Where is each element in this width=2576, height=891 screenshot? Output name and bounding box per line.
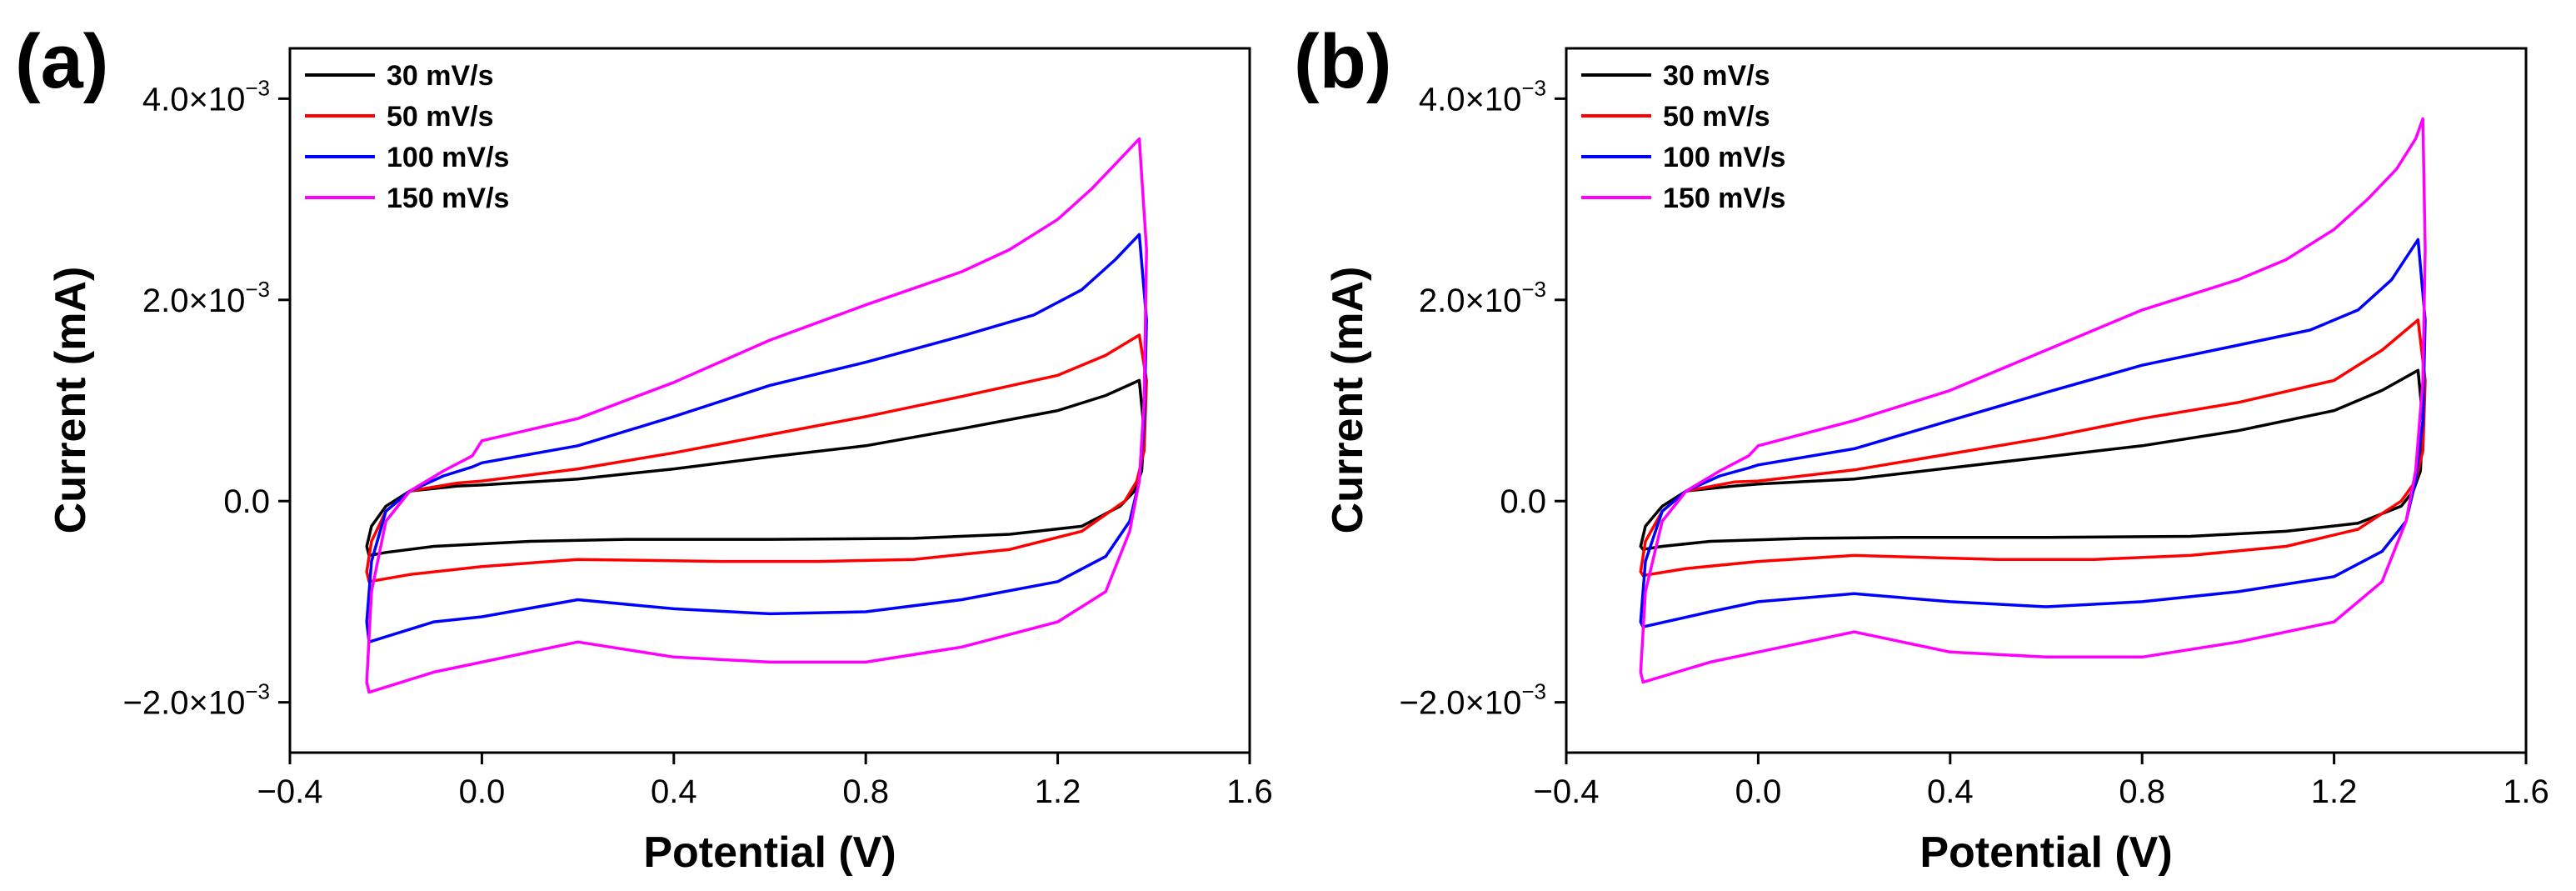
panel-b-legend-label-50-mv-s: 50 mV/s [1663,101,1770,133]
panel-a-label: (a) [15,19,108,104]
panel-a-plot-frame [288,47,1251,754]
panel-a-x-tick-label: 0.4 [651,773,697,810]
panel-a-x-tick-label: 0.0 [459,773,506,810]
panel-a-legend-label-100-mv-s: 100 mV/s [387,142,509,173]
panel-a-x-tick-label: 1.6 [1226,773,1273,810]
panel-b: (b) −0.4 0.0 0.4 0.8 1.2 1.6−2.0×10−30.02.0×1… [1294,19,2549,877]
panel-b-x-tick-label: 1.6 [2503,773,2549,810]
panel-b-x-axis-title: Potential (V) [1920,828,2172,877]
panel-a-series-50-mv-s [365,333,1148,583]
panel-b-legend-label-100-mv-s: 100 mV/s [1663,142,1785,173]
panel-b-ticks: −0.4 0.0 0.4 0.8 1.2 1.6−2.0×10−30.02.0×10−34… [1400,75,2549,810]
panel-a-legend-label-150-mv-s: 150 mV/s [387,183,509,214]
panel-a-y-tick-label: 0.0 [223,483,270,520]
panel-b-series-150-mv-s [1639,117,2427,684]
panel-a-x-axis-title: Potential (V) [643,828,896,877]
panel-a-legend-label-30-mv-s: 30 mV/s [387,60,494,92]
panel-b-plot-frame [1565,47,2528,754]
panel-a-series-150-mv-s [365,137,1148,694]
panel-a-legend: 30 mV/s 50 mV/s 100 mV/s 150 mV/s [305,60,509,214]
panel-b-curves [1639,117,2427,684]
panel-b-y-tick-label: 0.0 [1500,483,1546,520]
panel-b-x-tick-label: 0.0 [1735,773,1782,810]
panel-b-x-tick-label: 1.2 [2311,773,2358,810]
panel-b-x-tick-label: 0.8 [2119,773,2165,810]
panel-a-series-30-mv-s [365,378,1146,558]
panel-a-x-tick-label: 1.2 [1035,773,1081,810]
panel-a-y-axis-title: Current (mA) [47,267,95,534]
panel-a-curves [365,137,1148,694]
panel-a: (a) −0.4 0.0 0.4 0.8 1.2 1.6−2.0×10−30.02.0×1… [15,19,1273,877]
panel-b-series-100-mv-s [1639,238,2427,628]
panel-a-x-tick-label: 0.8 [842,773,889,810]
panel-b-legend: 30 mV/s 50 mV/s 100 mV/s 150 mV/s [1581,60,1785,214]
panel-b-y-tick-label: 4.0×10−3 [1419,75,1546,118]
panel-a-legend-label-50-mv-s: 50 mV/s [387,101,494,133]
panel-b-x-tick-label: 0.4 [1927,773,1974,810]
panel-b-x-tick-label: −0.4 [1534,773,1600,810]
panel-a-ticks: −0.4 0.0 0.4 0.8 1.2 1.6−2.0×10−30.02.0×10−34… [123,75,1273,810]
panel-b-label: (b) [1294,19,1391,104]
panel-b-series-50-mv-s [1639,318,2427,578]
panel-b-legend-label-30-mv-s: 30 mV/s [1663,60,1770,92]
panel-a-series-100-mv-s [365,233,1148,643]
panel-b-y-axis-title: Current (mA) [1324,267,1372,534]
panel-a-x-tick-label: −0.4 [257,773,323,810]
panel-b-legend-label-150-mv-s: 150 mV/s [1663,183,1785,214]
